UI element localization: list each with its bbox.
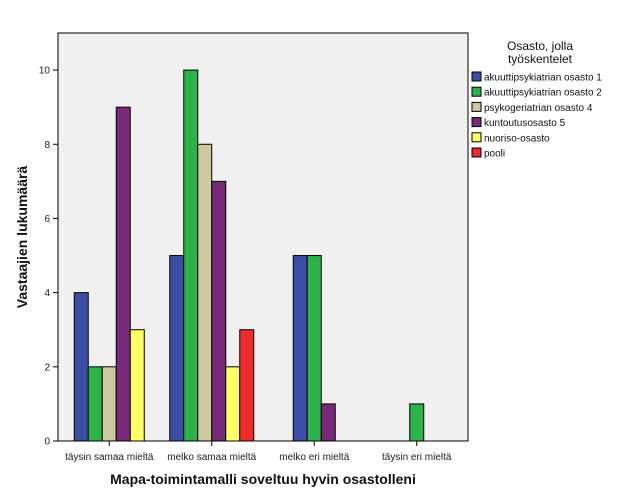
bar — [409, 403, 425, 442]
bar — [197, 143, 213, 442]
bar — [129, 329, 145, 442]
bar — [225, 366, 241, 442]
x-axis: täysin samaa mieltä melko samaa mieltä mel… — [65, 441, 452, 463]
y-tick-label: 0 — [44, 437, 50, 448]
legend-swatch — [471, 101, 482, 112]
legend-title: Osasto, jolla — [507, 39, 573, 53]
legend-label: kuntoutusosasto 5 — [484, 118, 566, 129]
x-tick-label: melko eri mieltä — [279, 452, 349, 463]
legend-label: pooli — [484, 149, 505, 160]
bar — [115, 106, 131, 442]
legend-swatch — [471, 71, 482, 82]
legend-label: psykogeriatrian osasto 4 — [484, 103, 593, 114]
bar — [211, 180, 227, 442]
bar — [306, 255, 322, 442]
legend-title: työskentelet — [508, 52, 573, 66]
x-tick-label: täysin eri mieltä — [382, 452, 452, 463]
legend-swatch — [471, 147, 482, 158]
legend-label: akuuttipsykiatrian osasto 1 — [484, 73, 602, 84]
legend-swatch — [471, 117, 482, 128]
y-axis: 0 2 4 6 8 10 — [39, 66, 58, 448]
bar — [292, 255, 308, 442]
y-tick-label: 2 — [44, 362, 50, 373]
legend-swatch — [471, 132, 482, 143]
x-axis-title: Mapa-toimintamalli soveltuu hyvin osasto… — [110, 471, 416, 487]
y-tick-label: 6 — [44, 214, 50, 225]
bar — [169, 255, 185, 442]
legend-label: nuoriso-osasto — [484, 133, 550, 144]
bar — [87, 366, 103, 442]
bar — [183, 69, 199, 442]
bar — [101, 366, 117, 442]
bar — [73, 292, 89, 442]
bar — [239, 329, 255, 442]
bar — [320, 403, 336, 442]
y-tick-label: 10 — [39, 66, 51, 77]
y-axis-title: Vastaajien lukumäärä — [14, 166, 30, 309]
y-tick-label: 4 — [44, 288, 50, 299]
x-tick-label: melko samaa mieltä — [167, 452, 256, 463]
y-tick-label: 8 — [44, 140, 50, 151]
x-tick-label: täysin samaa mieltä — [65, 452, 154, 463]
legend-swatch — [471, 86, 482, 97]
legend-label: akuuttipsykiatrian osasto 2 — [484, 88, 602, 99]
bars-layer — [73, 69, 425, 442]
